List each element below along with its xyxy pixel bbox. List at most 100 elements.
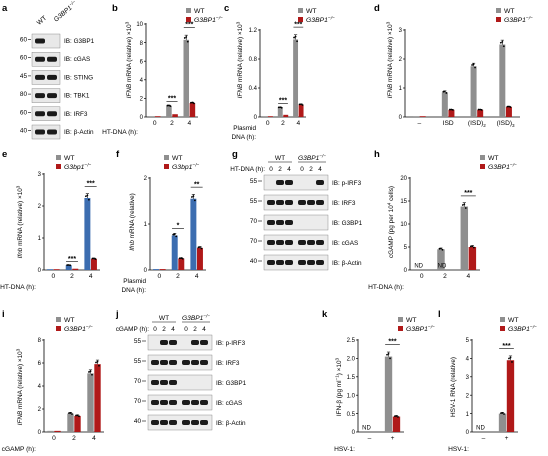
y-axis-label-exponent: 3 <box>335 357 340 360</box>
blot-band <box>267 220 275 225</box>
data-point <box>186 40 189 43</box>
bar <box>153 269 160 270</box>
y-axis-label-text: mRNA (relative) ×10 <box>387 24 394 84</box>
data-point <box>469 245 472 248</box>
x-axis-label: HT-DNA (h): <box>0 284 36 291</box>
blot-strip <box>263 194 329 211</box>
bar <box>392 416 401 432</box>
data-point <box>166 104 169 107</box>
bar-chart-b: 0 2 4 6 8 10 0 2 4 *** *** <box>136 22 198 127</box>
blot-band <box>307 240 315 245</box>
data-point <box>397 416 399 418</box>
blot-band <box>151 400 159 405</box>
x-axis-label: DNA (h): <box>231 134 256 141</box>
blot-strip <box>147 334 213 351</box>
data-point <box>500 412 502 415</box>
lane-header-superscript: −/− <box>68 0 77 7</box>
bar <box>384 356 393 432</box>
blot-band <box>267 200 275 205</box>
y-axis-label-gene: Ifnb <box>129 240 136 251</box>
bar-chart-d: 0 1 2 3 – ISD (ISD)2 (ISD)3 <box>399 28 520 128</box>
blot-band <box>285 240 293 245</box>
mw-marker: 70 <box>250 218 258 225</box>
blot-band <box>47 111 57 117</box>
blot-band <box>160 340 168 345</box>
legend-label-wt: WT <box>406 317 417 324</box>
x-tick-label: – <box>482 435 486 442</box>
x-tick-label: 2 <box>170 120 174 127</box>
bar <box>413 116 420 117</box>
blot-band <box>200 400 208 405</box>
data-point <box>386 353 388 356</box>
bar <box>53 269 60 270</box>
blot-band <box>191 400 199 405</box>
legend-label-wt: WT <box>504 8 515 15</box>
data-point <box>499 41 502 44</box>
x-tick-label: 2 <box>72 435 76 442</box>
x-tick-label: – <box>368 435 372 442</box>
x-tick-label: + <box>505 435 509 442</box>
y-axis-label-exponent: 3 <box>386 21 391 24</box>
legend-ko-gene: G3bp1 <box>172 164 193 171</box>
legend-swatch-ko <box>186 17 191 22</box>
blot-band <box>307 260 315 265</box>
data-point <box>178 257 181 260</box>
nd-label: ND <box>362 426 371 432</box>
blot-strip <box>31 70 61 85</box>
data-point <box>75 414 77 417</box>
blot-strip <box>31 33 61 49</box>
blot-band <box>276 260 284 265</box>
blot-band <box>200 360 208 365</box>
legend-swatch-ko <box>496 17 501 22</box>
y-axis-label-text: mRNA (relative) <box>129 193 136 240</box>
y-axis-label-exponent: 3 <box>236 21 241 24</box>
legend-label-ko: G3BP1−/− <box>306 16 335 25</box>
bar <box>47 269 54 270</box>
panel-letter-i: i <box>2 309 5 320</box>
blot-band <box>182 420 190 425</box>
data-point <box>298 103 301 106</box>
data-point <box>190 101 192 104</box>
legend-label-wt: WT <box>64 317 75 324</box>
y-tick-label: 6 <box>38 361 42 367</box>
mw-marker: 40 <box>250 258 258 265</box>
blot-band <box>35 38 45 44</box>
y-axis-label-text: mRNA (relative) ×10 <box>17 351 24 411</box>
group-header-superscript: −/− <box>203 314 210 319</box>
y-axis-label-text: ) ×10 <box>336 360 343 375</box>
bar <box>67 413 74 432</box>
blot-band <box>276 200 284 205</box>
data-point <box>71 413 73 415</box>
x-tick-label: 4 <box>296 120 300 127</box>
blot-band <box>169 360 177 365</box>
blot-strip <box>147 354 213 371</box>
blot-band <box>276 220 284 225</box>
y-tick-label: 1 <box>399 86 403 92</box>
time-value: 4 <box>287 166 291 173</box>
y-axis-label: IFNB mRNA (relative) ×103​ <box>386 21 394 98</box>
data-point <box>450 108 453 111</box>
blot-band <box>276 180 284 185</box>
data-point <box>477 108 480 111</box>
blot-band <box>285 180 293 185</box>
blot-band <box>151 420 159 425</box>
y-tick-label: 0 <box>38 430 42 436</box>
panel-letter-a: a <box>2 3 8 14</box>
data-point <box>78 415 80 418</box>
blot-band <box>35 56 45 62</box>
bar <box>148 116 155 117</box>
blot-band <box>160 380 168 385</box>
time-label: cGAMP (h): <box>116 326 149 333</box>
legend-ko-superscript: −/− <box>526 16 533 22</box>
legend-ko-superscript: −/− <box>510 163 517 169</box>
legend-swatch-wt <box>56 155 61 160</box>
data-point <box>395 415 398 417</box>
data-point <box>69 412 72 414</box>
data-point <box>175 235 178 238</box>
group-header-ko: G3BP1−/− <box>182 314 210 323</box>
bar <box>190 198 197 270</box>
bar <box>154 116 161 117</box>
